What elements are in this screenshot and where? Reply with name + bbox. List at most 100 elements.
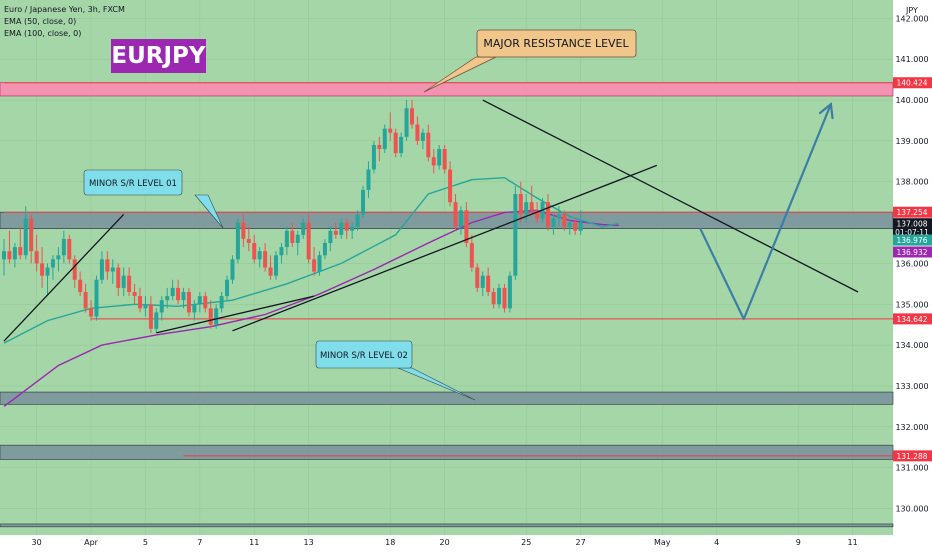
candle-body (295, 234, 300, 243)
candle (491, 287, 496, 309)
candle-body (154, 312, 159, 329)
y-tick-label: 136.000 (895, 259, 928, 268)
time-axis[interactable]: 30 Apr 5 7 11 13 18 20 25 27 May 4 9 11 (32, 538, 858, 547)
trendlines[interactable] (3, 99, 859, 342)
callout-minor1-pointer (194, 194, 224, 229)
zone-minor-sr-01 (0, 211, 894, 230)
symbol-legend[interactable]: Euro / Japanese Yen, 3h, FXCM (4, 5, 125, 14)
candle (328, 226, 333, 252)
price-label-value: 137.254 (896, 208, 927, 217)
candle (219, 292, 224, 313)
trendline[interactable] (232, 164, 658, 332)
candle (295, 230, 300, 256)
price-label-value: 134.642 (896, 315, 927, 324)
candle-body (50, 259, 55, 268)
candle (546, 193, 550, 231)
x-tick-label: 9 (796, 538, 801, 547)
trendline[interactable] (156, 295, 315, 334)
callout-minor2-text: MINOR S/R LEVEL 02 (320, 351, 408, 361)
candle-body (448, 169, 453, 203)
candle-body (458, 210, 463, 227)
candle-body (18, 247, 23, 256)
callout-minor2-box[interactable] (315, 340, 413, 369)
projection-path[interactable] (699, 103, 832, 321)
candle (132, 283, 137, 305)
price-label-countdown: 01:07:11 (895, 228, 929, 237)
candle-body (268, 267, 273, 276)
projection-arrowhead[interactable] (818, 101, 834, 120)
candle (420, 128, 425, 150)
candle-body (72, 259, 77, 280)
candle-body (116, 267, 121, 288)
price-label-box (893, 313, 932, 325)
candle (181, 287, 186, 309)
candle (246, 226, 251, 252)
ema100-legend[interactable]: EMA (100, close, 0) (4, 29, 82, 38)
ema50-legend[interactable]: EMA (50, close, 0) (4, 17, 77, 26)
candle (469, 234, 474, 272)
price-label-value: 136.976 (896, 236, 927, 245)
candle (306, 214, 311, 264)
candle-body (61, 238, 66, 256)
candle (453, 193, 458, 231)
candle (426, 124, 431, 162)
x-tick-label: 11 (249, 538, 259, 547)
level-lines (4, 82, 893, 457)
candle-body (170, 287, 175, 297)
candle-body (328, 230, 333, 243)
x-tick-label: 30 (32, 538, 42, 547)
candle (138, 287, 142, 313)
zone-minor-sr-02 (0, 391, 894, 405)
candle (442, 144, 447, 174)
candle (556, 206, 561, 227)
callouts[interactable]: MAJOR RESISTANCE LEVEL MINOR S/R LEVEL 0… (83, 29, 637, 401)
candle (290, 222, 295, 248)
candle (518, 181, 523, 223)
candle (404, 100, 409, 141)
trendline[interactable] (3, 213, 125, 342)
candle (23, 206, 28, 260)
callout-major-box[interactable] (476, 29, 637, 58)
candle-body (420, 132, 425, 141)
candle (214, 304, 219, 329)
x-tick-label: 4 (714, 538, 719, 547)
candle-body (486, 275, 491, 293)
x-tick-label: 5 (143, 538, 148, 547)
candle (268, 255, 273, 280)
candle (344, 218, 349, 239)
candle (225, 275, 230, 301)
candle (121, 267, 126, 297)
candle (12, 242, 17, 268)
candle (551, 214, 556, 235)
candle-body (480, 275, 485, 288)
candle (165, 287, 170, 309)
price-label-box (893, 450, 932, 462)
candle (159, 296, 164, 321)
candle-body (410, 108, 414, 125)
candle-body (437, 149, 442, 166)
projection[interactable] (699, 101, 834, 321)
callout-minor1-box[interactable] (83, 169, 183, 196)
candle-body (83, 292, 88, 309)
candle-body (578, 222, 583, 231)
candle (83, 283, 88, 313)
candle (475, 263, 480, 293)
candle (567, 218, 572, 235)
candle (502, 283, 507, 313)
candles (2, 100, 583, 333)
candle-body (551, 218, 556, 227)
candle-body (110, 267, 115, 272)
candle-body (197, 296, 202, 305)
x-tick-label: May (654, 538, 671, 547)
candle (377, 136, 382, 162)
candle (192, 300, 197, 321)
candle (410, 100, 414, 129)
candle (486, 267, 491, 297)
y-tick-label: 140.000 (895, 96, 928, 105)
candle-body (165, 296, 170, 301)
candle (573, 218, 578, 235)
candle-body (138, 296, 142, 309)
candle-body (2, 251, 6, 260)
trendline[interactable] (482, 99, 859, 293)
